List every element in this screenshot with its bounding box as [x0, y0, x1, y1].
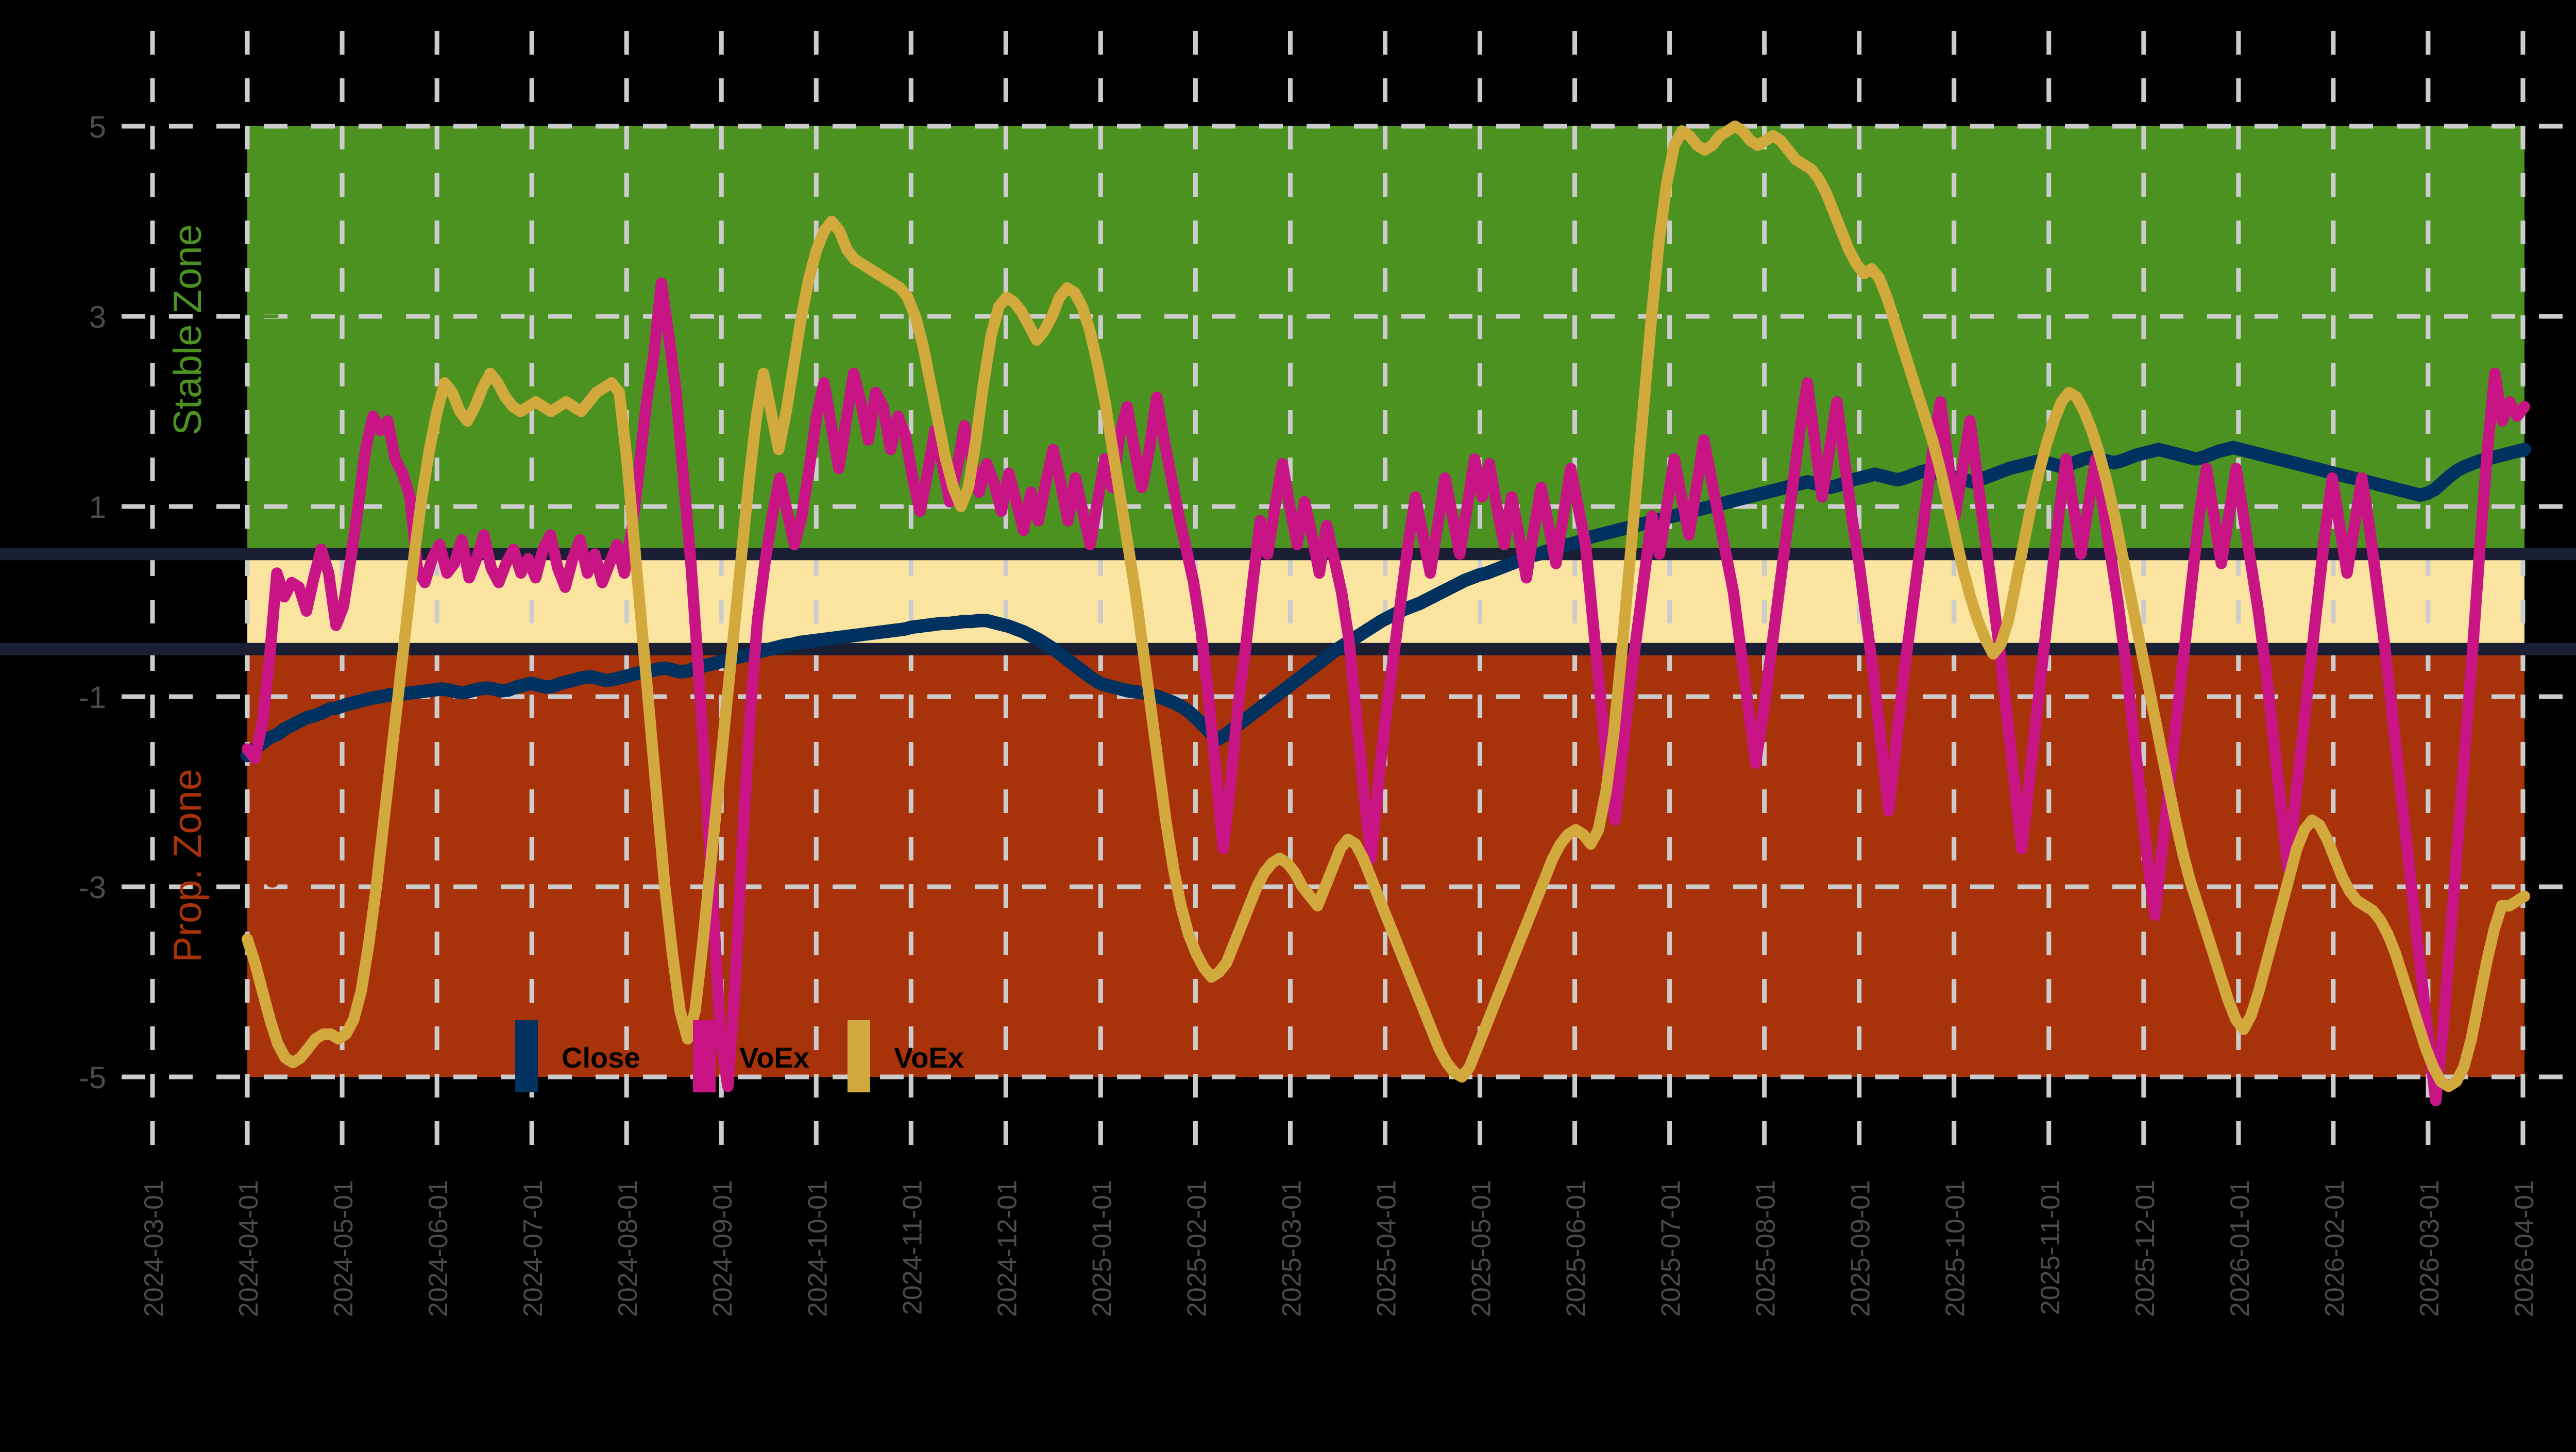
x-tick-label-9: 2024-12-01 — [992, 1180, 1022, 1317]
x-tick-label-1: 2024-04-01 — [234, 1180, 264, 1317]
legend-label-2: VoEx — [894, 1041, 964, 1074]
x-tick-label-14: 2025-05-01 — [1467, 1180, 1497, 1317]
y-tick-label-0: 5 — [89, 110, 106, 144]
y-tick-label-5: -5 — [79, 1060, 106, 1095]
x-tick-label-6: 2024-09-01 — [708, 1180, 738, 1317]
legend-swatch-1 — [693, 1020, 716, 1092]
x-tick-label-13: 2025-04-01 — [1372, 1180, 1402, 1317]
x-tick-label-7: 2024-10-01 — [803, 1180, 833, 1317]
x-tick-label-18: 2025-09-01 — [1846, 1180, 1876, 1317]
legend-label-1-line1: Daily — [739, 1082, 808, 1114]
y-tick-label-3: -1 — [79, 680, 106, 715]
zone-label-bullish: Bullish — [243, 262, 287, 377]
legend-label-1: VoEx — [739, 1041, 809, 1074]
x-tick-label-5: 2024-08-01 — [613, 1180, 643, 1317]
x-tick-label-23: 2026-02-01 — [2320, 1180, 2350, 1317]
legend-swatch-2 — [848, 1020, 870, 1092]
x-tick-label-25: 2026-04-01 — [2510, 1180, 2539, 1317]
x-tick-label-20: 2025-11-01 — [2036, 1180, 2065, 1315]
x-tick-label-3: 2024-06-01 — [423, 1180, 453, 1317]
series-line-close — [241, 441, 2531, 763]
legend-swatch-0 — [515, 1020, 538, 1092]
zone-label-bearish: Bearish — [243, 804, 287, 937]
legend-label-0: Close — [562, 1041, 640, 1074]
x-tick-label-19: 2025-10-01 — [1941, 1180, 1971, 1317]
x-tick-label-11: 2025-02-01 — [1182, 1180, 1212, 1317]
x-tick-label-15: 2025-06-01 — [1562, 1180, 1591, 1317]
y-tick-label-4: -3 — [79, 870, 106, 905]
x-tick-label-21: 2025-12-01 — [2130, 1180, 2160, 1317]
series-line-voex-daily — [242, 277, 2530, 1107]
y-tick-label-1: 3 — [89, 300, 106, 334]
x-tick-label-24: 2026-03-01 — [2415, 1180, 2445, 1317]
zone-label-stable-zone: Stable Zone — [166, 224, 210, 435]
x-tick-label-16: 2025-07-01 — [1656, 1180, 1686, 1317]
x-tick-label-10: 2025-01-01 — [1087, 1180, 1117, 1317]
x-tick-label-2: 2024-05-01 — [329, 1180, 359, 1317]
x-tick-label-8: 2024-11-01 — [897, 1180, 927, 1315]
x-tick-label-4: 2024-07-01 — [518, 1180, 548, 1317]
y-tick-label-2: 1 — [89, 490, 106, 525]
x-tick-label-22: 2026-01-01 — [2225, 1180, 2255, 1317]
x-tick-label-0: 2024-03-01 — [139, 1180, 169, 1317]
series-line-voex — [242, 121, 2530, 1092]
zone-label-prop-zone: Prop. Zone — [166, 769, 210, 963]
x-tick-label-17: 2025-08-01 — [1751, 1180, 1781, 1317]
x-tick-label-12: 2025-03-01 — [1277, 1180, 1307, 1317]
